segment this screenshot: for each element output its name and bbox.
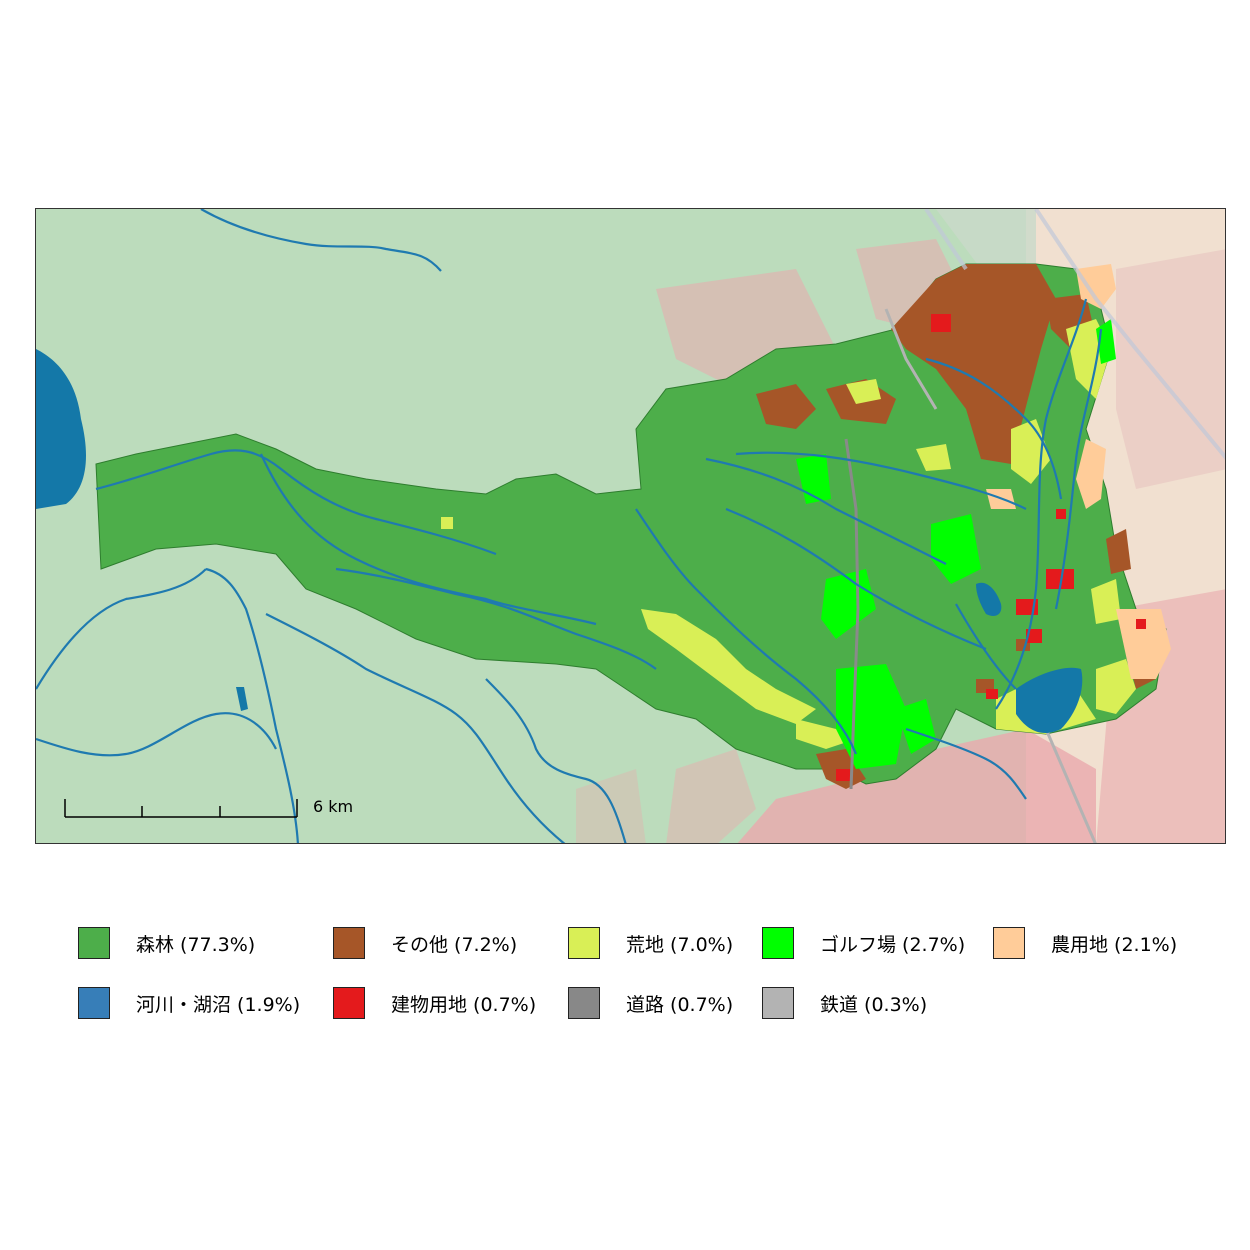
legend-label-building: 建物用地 (0.7%) <box>391 993 537 1016</box>
legend-item-water: 河川・湖沼 (1.9%) <box>78 986 300 1020</box>
legend-item-road: 道路 (0.7%) <box>568 986 733 1020</box>
landuse-building-patches <box>836 314 1146 781</box>
map-canvas <box>36 209 1225 843</box>
legend-swatch-railway <box>762 987 794 1019</box>
legend-item-wasteland: 荒地 (7.0%) <box>568 926 733 960</box>
scale-bar <box>64 799 298 818</box>
legend-label-golf: ゴルフ場 (2.7%) <box>820 933 966 956</box>
lakes <box>236 582 1083 734</box>
legend-item-forest: 森林 (77.3%) <box>78 926 255 960</box>
legend-swatch-golf <box>762 927 794 959</box>
legend-swatch-road <box>568 987 600 1019</box>
legend-label-other: その他 (7.2%) <box>391 933 518 956</box>
legend-swatch-other <box>333 927 365 959</box>
landuse-farmland-patches <box>986 264 1171 679</box>
legend-item-railway: 鉄道 (0.3%) <box>762 986 927 1020</box>
legend-item-other: その他 (7.2%) <box>333 926 517 960</box>
legend-item-farmland: 農用地 (2.1%) <box>993 926 1177 960</box>
legend-swatch-farmland <box>993 927 1025 959</box>
map-frame <box>35 208 1226 844</box>
legend-item-golf: ゴルフ場 (2.7%) <box>762 926 965 960</box>
legend-item-building: 建物用地 (0.7%) <box>333 986 536 1020</box>
legend-swatch-building <box>333 987 365 1019</box>
legend-label-farmland: 農用地 (2.1%) <box>1051 933 1178 956</box>
legend-swatch-wasteland <box>568 927 600 959</box>
scale-bar-label: 6 km <box>313 797 354 816</box>
roads-and-railway <box>844 209 1225 843</box>
legend-swatch-forest <box>78 927 110 959</box>
legend-swatch-water <box>78 987 110 1019</box>
legend-label-water: 河川・湖沼 (1.9%) <box>136 993 301 1016</box>
legend-label-railway: 鉄道 (0.3%) <box>820 993 928 1016</box>
left-lake <box>36 349 86 509</box>
legend-label-road: 道路 (0.7%) <box>626 993 734 1016</box>
legend-label-wasteland: 荒地 (7.0%) <box>626 933 734 956</box>
legend-label-forest: 森林 (77.3%) <box>136 933 256 956</box>
rivers <box>36 209 1103 843</box>
